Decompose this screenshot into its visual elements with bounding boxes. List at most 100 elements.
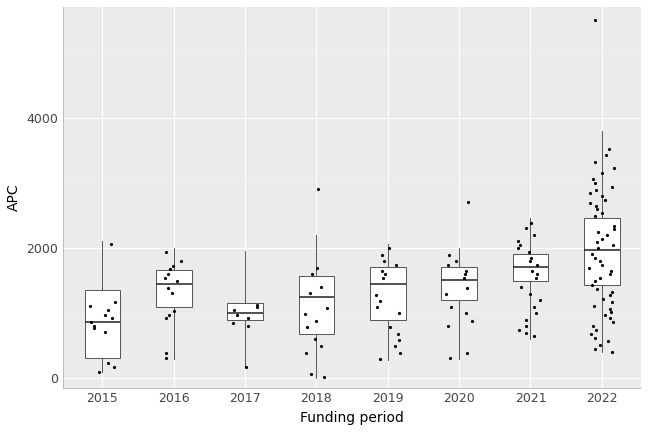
Point — [608, 241, 618, 248]
Point — [584, 264, 594, 271]
Point — [535, 297, 546, 304]
Bar — [85, 290, 121, 359]
Point — [608, 222, 619, 229]
Point — [590, 180, 600, 187]
Point — [167, 263, 178, 270]
Point — [375, 298, 385, 305]
Point — [393, 330, 403, 337]
Point — [301, 349, 311, 356]
Point — [163, 271, 174, 278]
Point — [594, 342, 605, 349]
Bar — [370, 267, 406, 320]
Point — [462, 285, 472, 292]
Point — [521, 317, 531, 324]
Point — [441, 290, 452, 297]
Point — [600, 312, 610, 319]
Point — [521, 330, 531, 337]
Point — [596, 169, 607, 176]
Point — [592, 285, 603, 292]
Point — [586, 330, 596, 337]
Point — [526, 255, 537, 262]
Point — [161, 314, 171, 321]
Point — [102, 306, 113, 313]
Point — [520, 225, 531, 232]
Point — [375, 356, 385, 362]
Point — [100, 329, 110, 336]
Point — [461, 310, 471, 317]
Point — [372, 304, 382, 311]
Point — [89, 322, 99, 329]
Point — [100, 311, 110, 318]
Point — [176, 257, 187, 264]
Point — [592, 245, 603, 252]
Point — [513, 238, 524, 245]
Point — [159, 274, 170, 281]
Point — [597, 193, 607, 200]
Point — [228, 319, 238, 326]
Point — [389, 343, 400, 349]
Point — [312, 186, 323, 193]
Point — [243, 314, 253, 321]
Point — [525, 258, 535, 265]
Point — [161, 355, 172, 362]
Point — [608, 226, 619, 232]
Point — [385, 324, 395, 330]
Point — [590, 159, 601, 165]
Point — [607, 299, 617, 306]
Point — [391, 261, 402, 268]
Point — [532, 271, 542, 278]
Point — [529, 231, 539, 238]
Point — [167, 290, 178, 297]
Point — [605, 314, 615, 321]
Point — [172, 277, 182, 284]
Point — [103, 359, 113, 366]
Point — [597, 261, 607, 268]
Point — [520, 323, 531, 330]
Point — [165, 266, 176, 273]
Point — [584, 199, 595, 206]
Point — [588, 176, 598, 183]
Bar — [513, 254, 548, 281]
Point — [89, 325, 99, 332]
Point — [597, 295, 608, 302]
Point — [395, 349, 405, 356]
Point — [605, 271, 615, 278]
Point — [462, 349, 472, 356]
Point — [444, 251, 454, 258]
Point — [599, 196, 610, 203]
Point — [590, 255, 600, 262]
Point — [607, 183, 618, 190]
Point — [460, 271, 470, 278]
Point — [305, 290, 316, 297]
Point — [591, 326, 601, 333]
Point — [595, 274, 605, 281]
Point — [394, 337, 404, 343]
Bar — [227, 303, 263, 320]
Point — [86, 318, 97, 325]
Point — [299, 311, 310, 318]
X-axis label: Funding period: Funding period — [300, 411, 404, 425]
Point — [591, 203, 601, 210]
Point — [240, 363, 251, 370]
Bar — [584, 219, 619, 285]
Point — [161, 248, 171, 255]
Point — [163, 285, 174, 292]
Point — [229, 306, 239, 313]
Point — [316, 284, 326, 291]
Point — [371, 291, 381, 298]
Point — [513, 245, 524, 252]
Point — [109, 364, 119, 371]
Point — [310, 336, 320, 343]
Point — [527, 268, 537, 275]
Point — [593, 229, 603, 235]
Point — [586, 282, 597, 289]
Point — [590, 213, 601, 219]
Point — [603, 338, 614, 345]
Point — [251, 304, 262, 311]
Point — [531, 274, 541, 281]
Point — [461, 268, 471, 275]
Point — [587, 251, 597, 258]
Point — [106, 241, 116, 248]
Point — [590, 334, 600, 341]
Point — [85, 303, 95, 310]
